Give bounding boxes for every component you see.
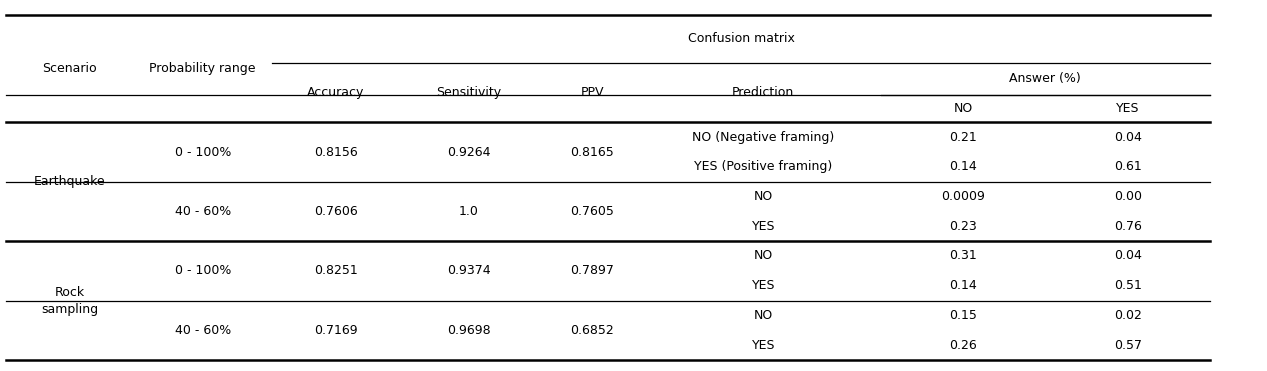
- Text: 0.8165: 0.8165: [570, 145, 614, 159]
- Text: 0.0009: 0.0009: [941, 190, 984, 203]
- Text: 40 - 60%: 40 - 60%: [175, 324, 231, 337]
- Text: 0.00: 0.00: [1114, 190, 1142, 203]
- Text: 0.61: 0.61: [1114, 160, 1142, 174]
- Text: 0.8251: 0.8251: [314, 264, 357, 278]
- Text: 0.6852: 0.6852: [570, 324, 614, 337]
- Text: NO: NO: [953, 102, 973, 115]
- Text: NO (Negative framing): NO (Negative framing): [692, 131, 835, 144]
- Text: Answer (%): Answer (%): [1010, 72, 1081, 85]
- Text: 40 - 60%: 40 - 60%: [175, 205, 231, 218]
- Text: 0.7169: 0.7169: [314, 324, 357, 337]
- Text: 0.9264: 0.9264: [447, 145, 490, 159]
- Text: 0.23: 0.23: [949, 220, 977, 233]
- Text: YES: YES: [751, 338, 775, 352]
- Text: YES: YES: [751, 220, 775, 233]
- Text: 0.76: 0.76: [1114, 220, 1142, 233]
- Text: 0.04: 0.04: [1114, 131, 1142, 144]
- Text: Prediction: Prediction: [732, 86, 794, 99]
- Text: 0.57: 0.57: [1114, 338, 1142, 352]
- Text: NO: NO: [754, 190, 773, 203]
- Text: Sensitivity: Sensitivity: [436, 86, 502, 99]
- Text: 0.26: 0.26: [949, 338, 977, 352]
- Text: Rock
sampling: Rock sampling: [41, 286, 99, 315]
- Text: 0.14: 0.14: [949, 279, 977, 292]
- Text: NO: NO: [754, 309, 773, 322]
- Text: PPV: PPV: [580, 86, 604, 99]
- Text: Accuracy: Accuracy: [307, 86, 365, 99]
- Text: YES: YES: [751, 279, 775, 292]
- Text: 0.8156: 0.8156: [314, 145, 357, 159]
- Text: 0.7605: 0.7605: [570, 205, 614, 218]
- Text: 0.7606: 0.7606: [314, 205, 357, 218]
- Text: 0.7897: 0.7897: [570, 264, 614, 278]
- Text: Earthquake: Earthquake: [34, 175, 105, 188]
- Text: 0.9698: 0.9698: [447, 324, 490, 337]
- Text: Confusion matrix: Confusion matrix: [688, 32, 794, 46]
- Text: NO: NO: [754, 249, 773, 263]
- Text: 0.9374: 0.9374: [447, 264, 490, 278]
- Text: 0.15: 0.15: [949, 309, 977, 322]
- Text: 0 - 100%: 0 - 100%: [175, 145, 231, 159]
- Text: 0.02: 0.02: [1114, 309, 1142, 322]
- Text: 1.0: 1.0: [459, 205, 479, 218]
- Text: YES: YES: [1116, 102, 1139, 115]
- Text: 0.51: 0.51: [1114, 279, 1142, 292]
- Text: 0.14: 0.14: [949, 160, 977, 174]
- Text: 0 - 100%: 0 - 100%: [175, 264, 231, 278]
- Text: Scenario: Scenario: [42, 62, 98, 75]
- Text: 0.31: 0.31: [949, 249, 977, 263]
- Text: YES (Positive framing): YES (Positive framing): [694, 160, 832, 174]
- Text: 0.04: 0.04: [1114, 249, 1142, 263]
- Text: Probability range: Probability range: [150, 62, 256, 75]
- Text: 0.21: 0.21: [949, 131, 977, 144]
